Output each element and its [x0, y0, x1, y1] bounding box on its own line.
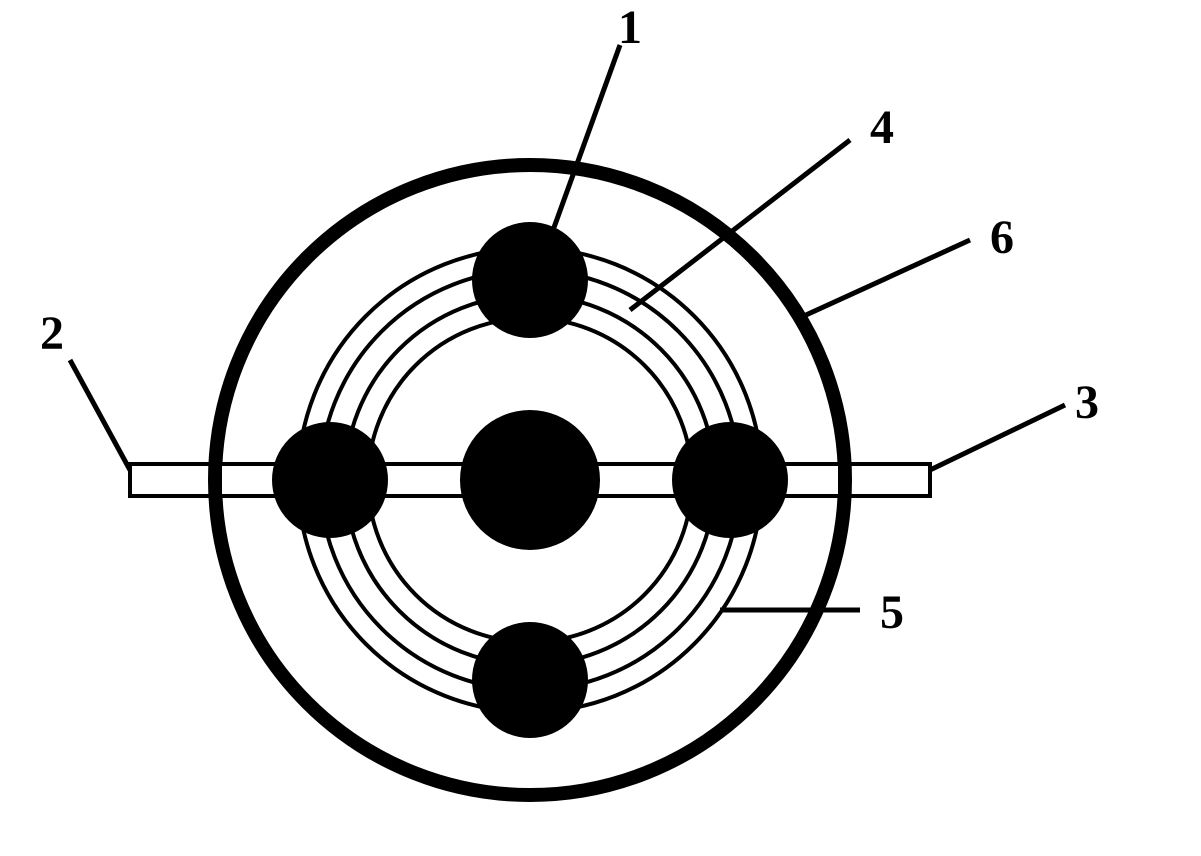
- satellite-dot-bottom: [472, 622, 588, 738]
- callout-label-6: 6: [990, 210, 1014, 265]
- satellite-dot-top: [472, 222, 588, 338]
- satellite-dot-right: [672, 422, 788, 538]
- leader-l2: [70, 360, 130, 470]
- leader-l4: [630, 140, 850, 310]
- diagram-svg: [0, 0, 1201, 856]
- satellite-dot-left: [272, 422, 388, 538]
- callout-label-5: 5: [880, 585, 904, 640]
- callout-label-3: 3: [1075, 375, 1099, 430]
- callout-label-2: 2: [40, 306, 64, 361]
- diagram-canvas: 1 4 6 3 2 5: [0, 0, 1201, 856]
- leader-l6: [795, 240, 970, 320]
- leader-l3: [930, 405, 1065, 470]
- callout-label-4: 4: [870, 100, 894, 155]
- callout-label-1: 1: [618, 0, 642, 55]
- center-dot: [460, 410, 600, 550]
